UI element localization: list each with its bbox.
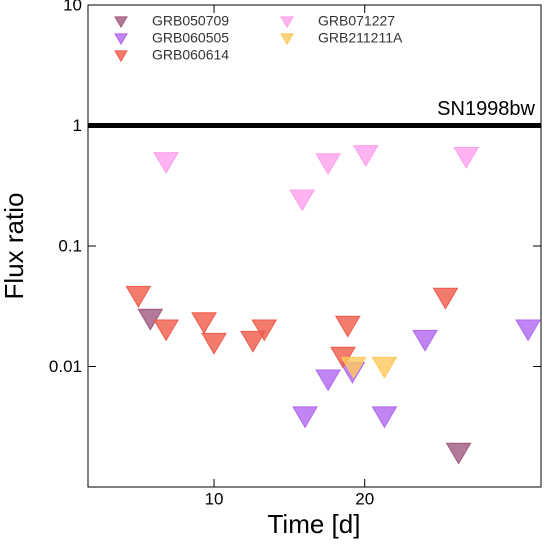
data-point [240, 330, 266, 353]
data-point [191, 312, 217, 335]
y-axis-label: Flux ratio [0, 193, 29, 300]
data-point [445, 442, 472, 465]
y-tick-label: 0.01 [49, 357, 82, 376]
y-tick-label: 0.1 [58, 236, 82, 255]
y-tick-label: 10 [63, 0, 82, 14]
data-point [153, 319, 179, 342]
data-point [315, 369, 341, 392]
data-point [412, 329, 438, 352]
reference-label: SN1998bw [437, 98, 535, 120]
legend-label: GRB071227 [318, 13, 395, 29]
data-point [251, 319, 278, 342]
data-point [515, 319, 541, 342]
data-point [334, 315, 361, 338]
data-point [315, 153, 341, 176]
data-point [292, 406, 318, 429]
legend-marker [114, 33, 128, 46]
x-axis-label: Time [d] [268, 509, 361, 539]
data-point [201, 332, 227, 355]
legend-marker [280, 16, 294, 29]
legend-label: GRB060505 [152, 30, 229, 46]
x-tick-label: 20 [355, 489, 374, 508]
data-point [352, 145, 379, 168]
y-tick-label: 1 [73, 116, 82, 135]
data-point [371, 406, 398, 429]
data-point [371, 356, 398, 379]
x-tick-label: 10 [205, 489, 224, 508]
legend-label: GRB050709 [152, 13, 229, 29]
data-point [137, 308, 164, 331]
legend-marker [114, 50, 128, 63]
data-point [432, 287, 459, 310]
data-point [153, 152, 179, 175]
legend-label: GRB211211A [318, 30, 403, 46]
data-point [340, 356, 367, 379]
data-point [125, 285, 152, 308]
legend-marker [280, 33, 294, 46]
data-point [453, 147, 480, 169]
legend-marker [114, 16, 128, 29]
data-point [289, 189, 316, 212]
legend-label: GRB060614 [152, 47, 229, 63]
plot-frame [87, 4, 542, 488]
